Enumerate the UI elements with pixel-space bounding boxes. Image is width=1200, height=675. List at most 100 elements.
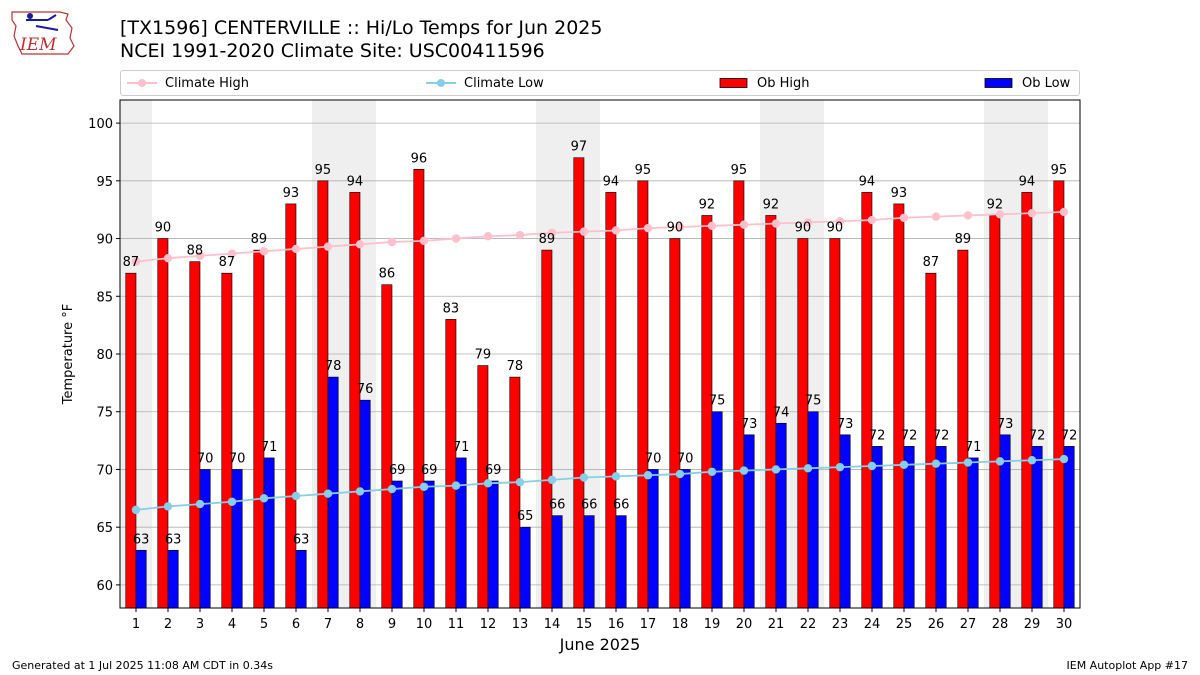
- climate-low-line: [135, 458, 1065, 511]
- ob-low-label: 73: [997, 417, 1014, 432]
- ob-high-label: 94: [1019, 174, 1036, 189]
- x-tick-label: 23: [832, 617, 849, 632]
- x-tick-label: 18: [672, 617, 689, 632]
- climate-high-point: [867, 215, 877, 225]
- ob-low-label: 72: [869, 428, 886, 443]
- ob-low-bar: [999, 434, 1011, 609]
- climate-low-point: [387, 484, 397, 494]
- x-tick-label: 10: [416, 617, 433, 632]
- ob-low-label: 72: [901, 428, 918, 443]
- legend-label: Ob Low: [1022, 75, 1071, 91]
- ob-low-label: 63: [133, 532, 150, 547]
- climate-low-point: [643, 471, 653, 480]
- ob-high-label: 90: [795, 221, 812, 236]
- y-tick-label: 85: [96, 290, 113, 305]
- legend-label: Climate Low: [464, 75, 544, 91]
- ob-high-label: 87: [123, 255, 140, 270]
- x-tick-label: 5: [260, 617, 268, 632]
- ob-low-bar: [1031, 446, 1043, 609]
- ob-high-label: 89: [251, 232, 268, 247]
- climate-high-point: [547, 228, 557, 237]
- weekend-shade: [536, 100, 568, 608]
- x-tick-label: 13: [512, 617, 529, 632]
- x-tick-label: 19: [704, 617, 721, 632]
- ob-low-swatch-icon: [984, 78, 1013, 88]
- ob-low-bar: [551, 515, 563, 609]
- ob-high-bar: [253, 249, 265, 609]
- ob-high-bar: [125, 272, 137, 609]
- svg-text:IEM: IEM: [19, 35, 57, 55]
- chart-legend: Climate High Climate Low Ob High Ob Low: [120, 70, 1080, 96]
- climate-low-point: [803, 464, 813, 473]
- ob-low-bar: [839, 434, 851, 609]
- ob-low-bar: [263, 457, 275, 609]
- ob-high-bar: [317, 180, 329, 609]
- ob-high-label: 96: [411, 151, 428, 166]
- ob-high-bar: [221, 272, 233, 609]
- x-tick-label: 27: [960, 617, 977, 632]
- plot-frame: [119, 99, 1081, 609]
- ob-high-label: 83: [443, 301, 460, 316]
- ob-high-label: 95: [315, 163, 332, 178]
- ob-low-bar: [935, 446, 947, 609]
- ob-low-label: 75: [805, 394, 822, 409]
- ob-high-label: 79: [475, 348, 492, 363]
- climate-high-point: [1059, 207, 1069, 217]
- ob-low-bar: [359, 399, 371, 609]
- climate-low-point: [291, 491, 301, 501]
- chart-title: [TX1596] CENTERVILLE :: Hi/Lo Temps for …: [120, 17, 603, 39]
- legend-label: Ob High: [757, 75, 810, 91]
- climate-high-point: [195, 251, 205, 261]
- climate-low-point: [995, 457, 1005, 466]
- ob-low-bar: [455, 457, 467, 609]
- climate-low-point: [483, 479, 493, 488]
- climate-high-point: [355, 240, 365, 249]
- ob-high-bar: [413, 168, 425, 609]
- ob-low-label: 66: [581, 498, 598, 513]
- ob-low-label: 63: [293, 532, 310, 547]
- ob-low-label: 78: [325, 359, 342, 374]
- ob-high-label: 94: [347, 174, 364, 189]
- climate-low-point: [227, 497, 237, 506]
- climate-low-point: [579, 473, 589, 482]
- ob-low-bar: [167, 549, 179, 609]
- ob-low-bar: [743, 434, 755, 609]
- y-axis-label: Temperature °F: [61, 304, 76, 405]
- climate-high-point: [515, 230, 525, 240]
- y-tick-label: 95: [96, 175, 113, 190]
- ob-high-label: 88: [187, 244, 204, 259]
- ob-low-label: 73: [741, 417, 758, 432]
- ob-high-bar: [701, 215, 713, 609]
- legend-item-climate-low: Climate Low: [426, 71, 544, 95]
- footer-generated: Generated at 1 Jul 2025 11:08 AM CDT in …: [12, 659, 273, 672]
- ob-high-label: 95: [1051, 163, 1068, 178]
- climate-low-point: [419, 482, 429, 491]
- ob-low-bar: [807, 411, 819, 609]
- ob-high-bar: [381, 284, 393, 609]
- climate-low-point: [323, 489, 333, 498]
- ob-high-label: 89: [955, 232, 972, 247]
- ob-low-bar: [231, 469, 243, 609]
- climate-high-point: [835, 217, 845, 226]
- climate-high-point: [419, 236, 429, 246]
- climate-high-point: [483, 232, 493, 241]
- ob-low-bar: [199, 469, 211, 609]
- ob-high-label: 93: [283, 186, 300, 201]
- ob-high-bar: [477, 365, 489, 609]
- climate-high-point: [323, 242, 333, 251]
- ob-low-label: 69: [485, 463, 502, 478]
- weekend-shade: [984, 100, 1016, 608]
- climate-high-point: [739, 220, 749, 229]
- ob-low-label: 72: [933, 428, 950, 443]
- ob-high-bar: [349, 192, 361, 609]
- ob-high-label: 90: [827, 221, 844, 236]
- ob-low-bar: [679, 469, 691, 609]
- ob-low-bar: [615, 515, 627, 609]
- weekend-shade: [120, 100, 152, 608]
- ob-low-label: 70: [645, 451, 662, 466]
- climate-high-point: [259, 247, 269, 256]
- ob-low-bar: [967, 457, 979, 609]
- ob-high-bar: [861, 192, 873, 609]
- climate-low-point: [707, 467, 717, 476]
